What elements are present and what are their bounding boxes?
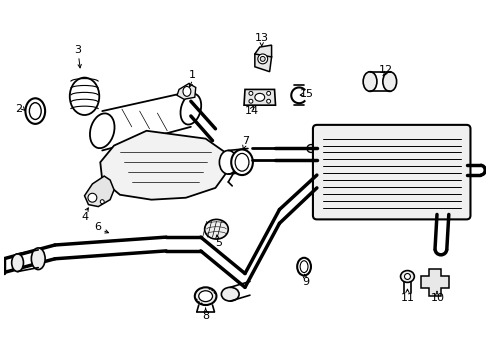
Text: 5: 5 [215,238,222,248]
Polygon shape [255,54,271,72]
Ellipse shape [100,200,104,204]
Ellipse shape [255,93,265,101]
Ellipse shape [249,99,253,103]
Ellipse shape [195,287,217,305]
Ellipse shape [70,78,99,115]
Ellipse shape [400,271,415,282]
Ellipse shape [260,57,265,61]
Ellipse shape [267,99,270,103]
Ellipse shape [307,145,315,152]
Ellipse shape [183,86,191,96]
Ellipse shape [405,274,411,279]
Ellipse shape [25,98,45,124]
FancyBboxPatch shape [313,125,470,219]
Polygon shape [100,131,228,200]
Polygon shape [255,45,271,60]
Text: 6: 6 [94,222,101,232]
Ellipse shape [205,219,228,239]
Ellipse shape [88,193,97,202]
Ellipse shape [221,287,239,301]
Polygon shape [244,89,275,105]
Text: 4: 4 [81,212,88,222]
Ellipse shape [297,258,311,275]
Text: 12: 12 [379,65,393,75]
Text: 14: 14 [245,106,259,116]
Text: 7: 7 [243,136,249,145]
Polygon shape [177,84,196,99]
Ellipse shape [383,72,396,91]
Text: 3: 3 [74,45,81,55]
Ellipse shape [12,254,24,271]
Polygon shape [421,269,449,296]
Text: 1: 1 [189,69,196,80]
Ellipse shape [90,113,115,148]
Text: 10: 10 [431,293,445,303]
Text: 9: 9 [302,278,310,287]
Text: 13: 13 [255,33,269,43]
Ellipse shape [258,54,268,64]
Ellipse shape [231,149,253,175]
Ellipse shape [199,291,213,302]
Ellipse shape [180,94,201,125]
Text: 15: 15 [300,89,314,99]
Ellipse shape [249,91,253,95]
Ellipse shape [31,248,45,270]
Ellipse shape [363,72,377,91]
Polygon shape [84,176,114,207]
Ellipse shape [220,150,237,174]
Text: 8: 8 [202,311,209,321]
Ellipse shape [235,153,249,171]
Text: 11: 11 [400,293,415,303]
Ellipse shape [29,103,41,120]
Text: 2: 2 [15,104,22,114]
Ellipse shape [300,261,308,273]
Ellipse shape [267,91,270,95]
